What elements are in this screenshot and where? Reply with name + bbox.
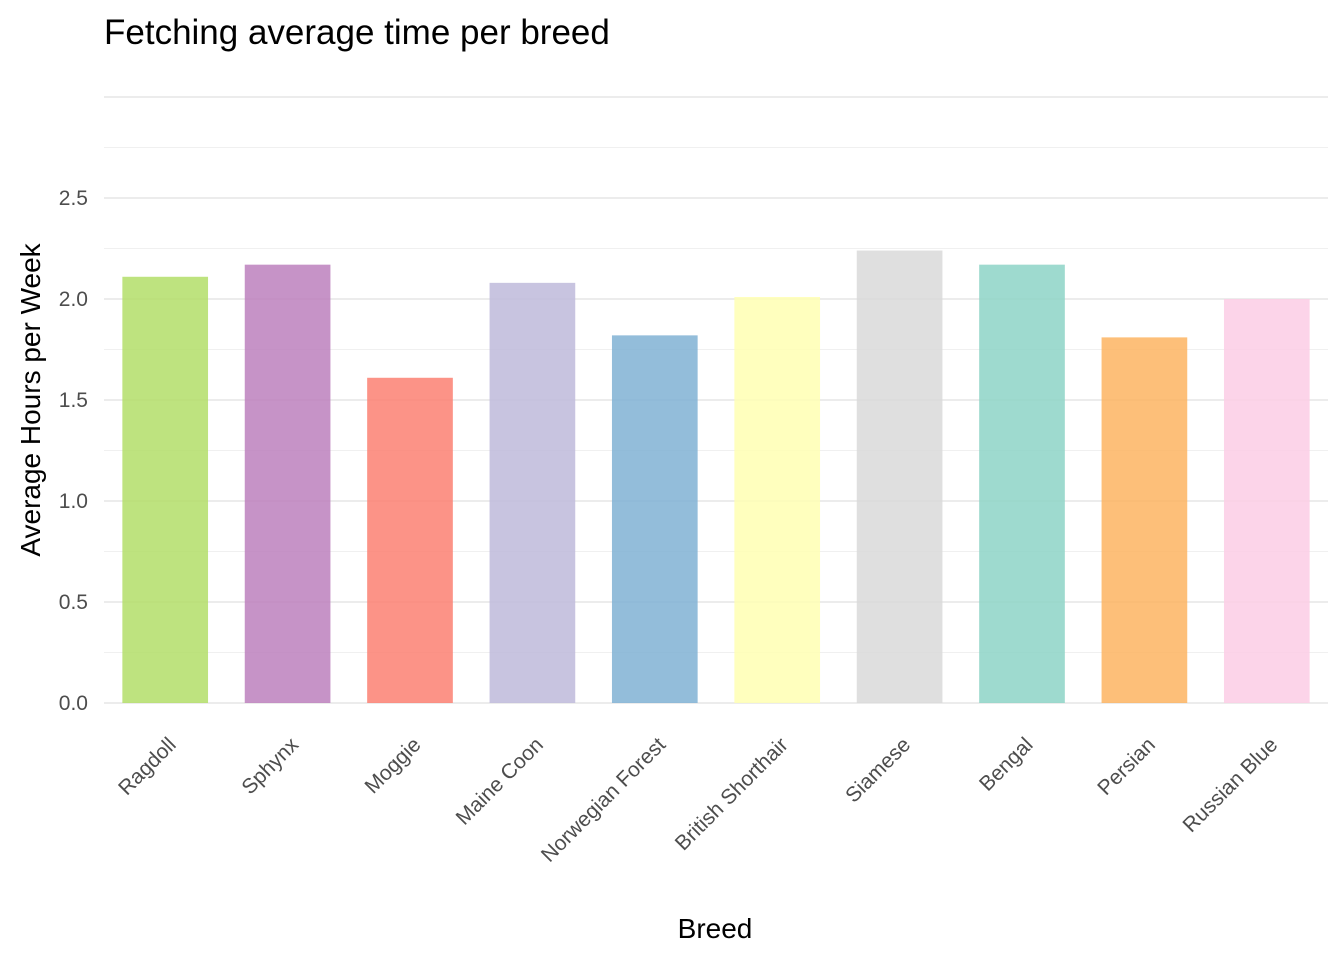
bar-moggie — [367, 377, 453, 703]
x-tick-label: Maine Coon — [452, 733, 548, 829]
bar-persian — [1101, 337, 1188, 703]
x-tick-label: Sphynx — [237, 733, 303, 799]
bar-russian-blue — [1223, 299, 1310, 703]
bar-sphynx — [244, 264, 331, 703]
bar-bengal — [979, 264, 1065, 703]
y-axis-ticks: 0.0 0.5 1.0 1.5 2.0 2.5 — [59, 187, 88, 715]
x-tick-label: British Shorthair — [671, 733, 793, 855]
y-tick-label: 2.0 — [59, 288, 88, 311]
x-tick-label: Moggie — [361, 733, 426, 798]
bar-siamese — [856, 250, 943, 703]
x-tick-label: Norwegian Forest — [537, 733, 671, 867]
x-tick-label: Russian Blue — [1179, 733, 1283, 837]
y-tick-label: 0.5 — [59, 591, 88, 614]
x-tick-label: Persian — [1093, 733, 1160, 800]
y-axis-title: Average Hours per Week — [15, 242, 46, 556]
x-tick-label: Bengal — [975, 733, 1038, 796]
x-axis-title: Breed — [678, 913, 753, 944]
bars — [122, 250, 1310, 703]
x-tick-label: Ragdoll — [114, 733, 181, 800]
y-tick-label: 1.5 — [59, 389, 88, 412]
bar-norwegian-forest — [611, 335, 698, 703]
bar-maine-coon — [489, 282, 576, 703]
chart-title: Fetching average time per breed — [104, 13, 610, 52]
y-tick-label: 1.0 — [59, 490, 88, 513]
y-tick-label: 0.0 — [59, 692, 88, 715]
y-tick-label: 2.5 — [59, 187, 88, 210]
bar-ragdoll — [122, 276, 209, 703]
x-tick-label: Siamese — [841, 733, 915, 807]
bar-british-shorthair — [734, 296, 821, 703]
